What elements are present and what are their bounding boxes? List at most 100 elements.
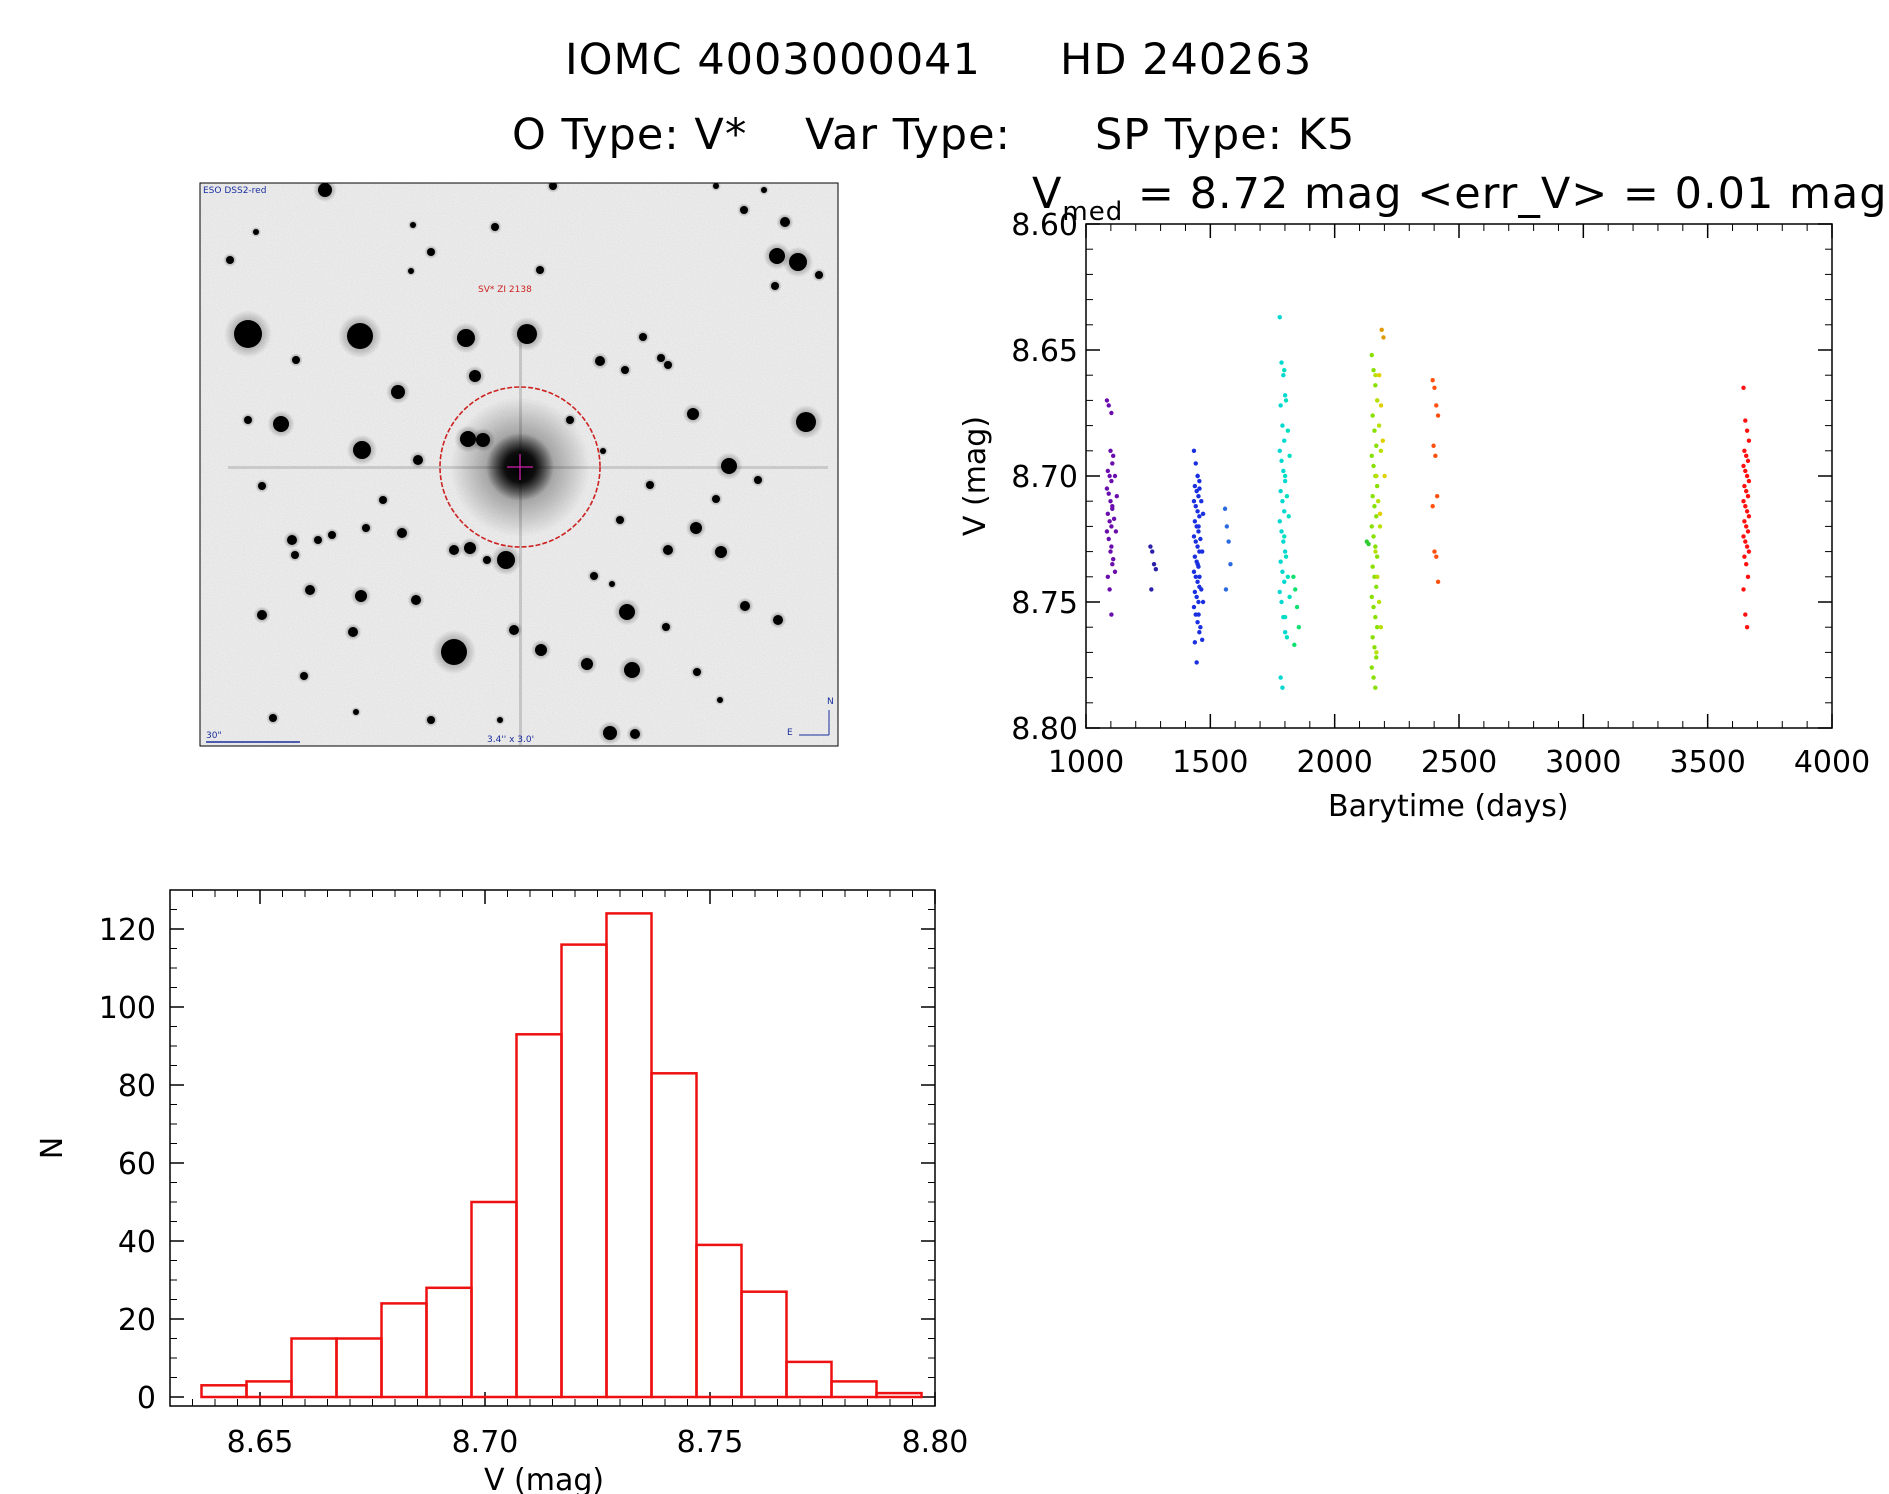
east-label: E: [787, 728, 793, 738]
histogram-plot-frame: [169, 889, 936, 1407]
lc-data-point: [1284, 635, 1290, 640]
histogram-bar: [830, 1380, 878, 1399]
lc-data-point: [1742, 554, 1747, 559]
light-curve-title: Vmed = 8.72 mag <err_V> = 0.01 mag: [1032, 169, 1888, 227]
lc-data-point: [1108, 499, 1113, 504]
histogram-ticks: 8.65 8.70 8.75 8.80 0 20 40 60 80 100 120: [99, 890, 968, 1460]
lc-data-point: [1223, 587, 1229, 592]
lc-data-point: [1196, 493, 1201, 499]
lc-data-point: [1192, 554, 1198, 559]
lc-ytick-label: 8.70: [1011, 460, 1078, 495]
lc-data-point: [1432, 549, 1437, 554]
lc-data-point: [1107, 587, 1112, 592]
histogram-bar: [605, 912, 653, 1399]
lc-data-point: [1110, 461, 1115, 466]
lc-data-point: [1435, 413, 1441, 418]
lc-data-point: [1294, 604, 1300, 610]
lc-data-point: [1110, 556, 1116, 562]
lc-data-point: [1279, 458, 1284, 464]
lc-data-point: [1280, 685, 1285, 690]
h-ytick-label: 100: [99, 991, 156, 1026]
lc-data-point: [1196, 529, 1201, 534]
lc-data-point: [1374, 554, 1380, 559]
lc-data-point: [1199, 587, 1204, 592]
lc-data-point: [1741, 463, 1746, 469]
lc-data-point: [1149, 587, 1154, 592]
compass-icon: [799, 710, 830, 736]
lc-data-point: [1108, 549, 1113, 554]
lc-data-point: [1282, 478, 1288, 484]
lc-data-point: [1744, 524, 1749, 529]
lc-data-point: [1195, 473, 1200, 479]
lc-data-point: [1198, 536, 1203, 542]
target-star: [228, 340, 828, 745]
lc-data-point: [1284, 493, 1290, 499]
histogram-bar: [290, 1337, 338, 1399]
lc-data-point: [1282, 473, 1288, 479]
lc-data-point: [1224, 524, 1230, 529]
lc-data-point: [1106, 403, 1111, 408]
lc-data-point: [1110, 562, 1115, 567]
h-ytick-label: 0: [137, 1381, 156, 1416]
lc-data-point: [1372, 645, 1377, 650]
lc-data-point: [1371, 675, 1376, 680]
lc-ytick-label: 8.75: [1011, 586, 1078, 621]
lc-data-point: [1198, 625, 1203, 630]
lc-data-point: [1374, 514, 1379, 519]
lc-data-point: [1109, 544, 1114, 549]
histogram-bar: [875, 1391, 923, 1399]
lc-data-point: [1104, 486, 1110, 491]
lc-data-point: [1741, 385, 1746, 390]
lc-data-point: [1277, 519, 1282, 524]
fov-label: 3.4'' x 3.0': [487, 735, 534, 745]
lc-data-point: [1278, 675, 1283, 680]
lc-data-point: [1282, 393, 1288, 398]
lc-data-point: [1195, 544, 1200, 549]
lc-data-point: [1282, 630, 1288, 635]
lc-data-point: [1111, 516, 1117, 522]
histogram-bar: [425, 1286, 473, 1399]
lc-data-point: [1743, 418, 1748, 423]
lc-data-point: [1372, 504, 1377, 509]
lc-data-point: [1373, 614, 1378, 620]
lc-data-point: [1191, 499, 1197, 504]
lc-data-point: [1433, 453, 1438, 459]
lc-data-point: [1106, 491, 1111, 496]
object-label: SV* ZI 2138: [478, 285, 532, 295]
histogram-bar: [785, 1360, 833, 1399]
lc-data-point: [1110, 506, 1115, 511]
lc-data-point: [1112, 473, 1118, 479]
lc-data-point: [1369, 352, 1374, 358]
lc-data-point: [1375, 574, 1380, 579]
lc-data-point: [1382, 473, 1387, 479]
lc-data-point: [1196, 612, 1201, 617]
lc-data-point: [1194, 660, 1199, 665]
lc-data-point: [1197, 514, 1202, 519]
lc-data-point: [1105, 511, 1111, 516]
lc-data-point: [1287, 594, 1292, 600]
lc-data-point: [1109, 478, 1114, 484]
lc-data-point: [1114, 493, 1119, 499]
lc-data-point: [1378, 448, 1384, 453]
lc-ytick-label: 8.60: [1011, 208, 1078, 243]
lc-data-point: [1222, 506, 1228, 511]
light-curve-chart: Vmed = 8.72 mag <err_V> = 0.01 mag 1000 1…: [958, 169, 1888, 824]
lc-data-point: [1285, 574, 1291, 579]
lc-data-point: [1281, 373, 1286, 378]
lc-data-point: [1377, 511, 1383, 516]
lc-data-point: [1279, 599, 1284, 605]
star-field: [223, 183, 826, 745]
lc-xtick-label: 2500: [1421, 745, 1497, 780]
lc-xtick-label: 2000: [1296, 745, 1372, 780]
h-xtick-label: 8.70: [452, 1425, 519, 1460]
lc-data-point: [1292, 642, 1297, 648]
lc-data-point: [1435, 579, 1441, 585]
lc-data-point: [1191, 569, 1197, 574]
lc-data-point: [1279, 360, 1284, 365]
lc-data-point: [1228, 562, 1233, 567]
lc-data-point: [1744, 428, 1750, 433]
lc-data-point: [1280, 423, 1285, 428]
lc-data-point: [1192, 483, 1198, 489]
histogram-bar: [695, 1243, 743, 1399]
lc-xtick-label: 1000: [1048, 745, 1124, 780]
